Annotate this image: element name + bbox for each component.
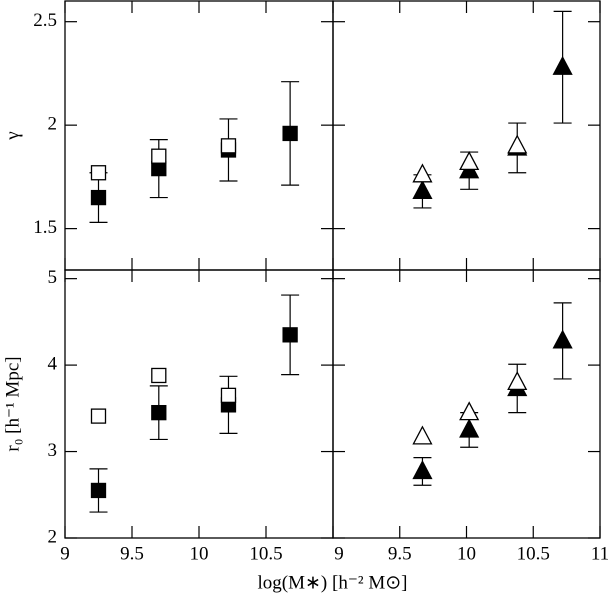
y-axis-label: r₀ [h⁻¹ Mpc]	[2, 356, 23, 451]
x-tick-label: 10.5	[517, 543, 550, 564]
y-axis-label: γ	[2, 131, 23, 140]
square-marker	[90, 408, 107, 424]
triangle-marker	[412, 460, 433, 480]
triangle-marker	[507, 134, 528, 154]
x-tick-label: 10	[457, 543, 476, 564]
triangle-marker	[412, 425, 433, 445]
square-marker	[282, 125, 298, 142]
square-marker	[151, 367, 167, 384]
x-tick-label: 10	[190, 543, 209, 564]
triangle-marker	[459, 401, 480, 421]
triangle-marker	[412, 179, 433, 200]
x-tick-label: 9.5	[120, 543, 144, 564]
square-marker	[220, 138, 237, 154]
square-marker	[151, 148, 167, 164]
triangle-marker	[459, 418, 480, 438]
plot-frame	[332, 0, 601, 271]
x-tick-label: 9	[334, 543, 344, 564]
square-marker	[90, 482, 107, 499]
square-marker	[90, 189, 107, 206]
y-tick-label: 2	[48, 526, 58, 547]
triangle-marker	[552, 55, 573, 75]
y-tick-label: 2.5	[33, 10, 57, 31]
triangle-marker	[507, 370, 528, 391]
square-marker	[282, 327, 298, 343]
x-axis-label: log(M∗) [h⁻² M⊙]	[258, 572, 408, 593]
x-tick-label: 10.5	[249, 543, 282, 564]
square-marker	[220, 387, 237, 404]
plot-frame	[332, 269, 601, 539]
y-tick-label: 2	[48, 114, 58, 135]
triangle-marker	[412, 163, 433, 183]
square-marker	[90, 165, 107, 181]
y-tick-label: 3	[48, 440, 58, 461]
y-tick-label: 4	[48, 353, 58, 374]
square-marker	[151, 404, 167, 421]
x-tick-label: 9	[60, 543, 70, 564]
x-tick-label: 11	[591, 543, 609, 564]
y-tick-label: 5	[48, 267, 58, 288]
x-tick-label: 9.5	[388, 543, 412, 564]
y-tick-label: 1.5	[33, 217, 57, 238]
triangle-marker	[552, 329, 573, 349]
triangle-marker	[459, 151, 480, 171]
